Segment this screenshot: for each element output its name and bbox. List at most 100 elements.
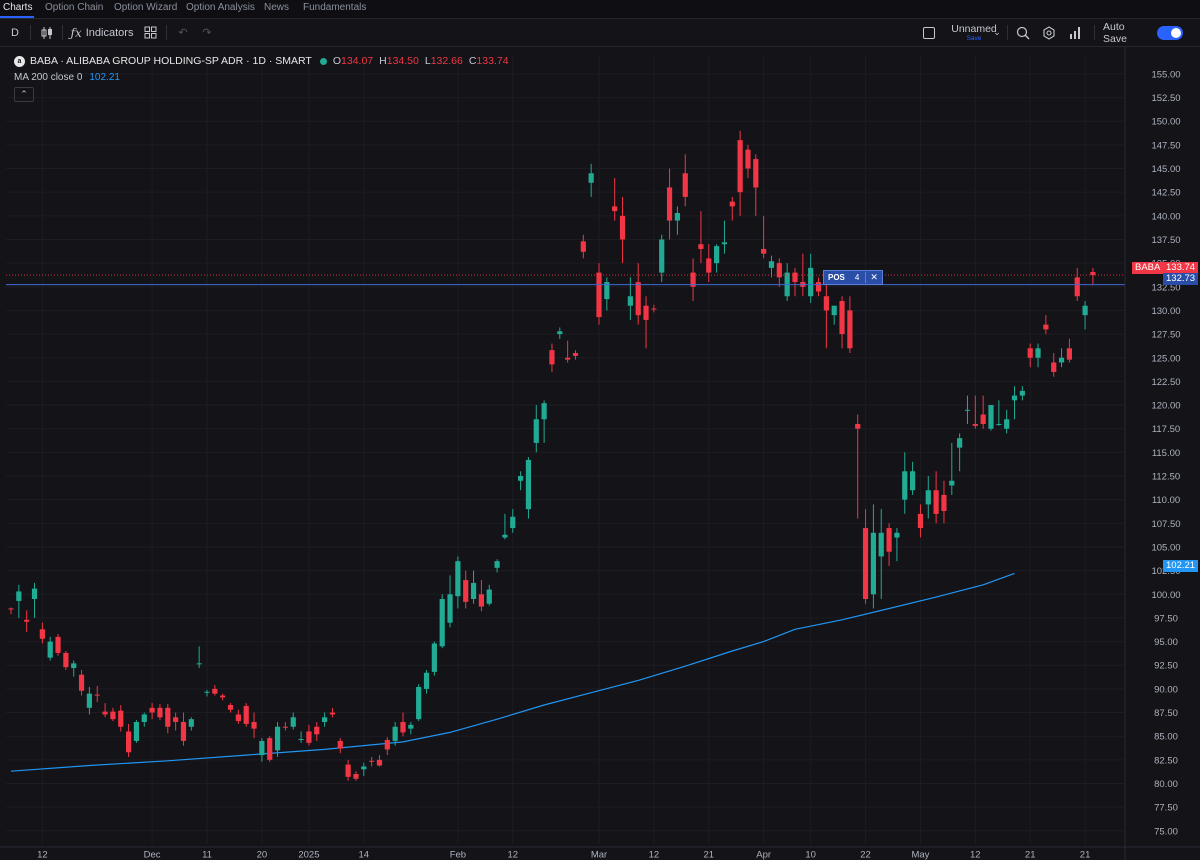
time-tick-label: Dec [144, 849, 161, 860]
candle-body [329, 712, 336, 715]
tab-option-wizard[interactable]: Option Wizard [114, 2, 178, 13]
toolbar-divider [1007, 25, 1008, 40]
candle [455, 556, 461, 609]
candle-body [619, 215, 626, 240]
position-close-icon[interactable]: ✕ [865, 272, 882, 283]
candle [282, 722, 288, 731]
candle-body [322, 717, 328, 723]
tab-charts[interactable]: Charts [3, 2, 33, 13]
toolbar-divider [30, 25, 31, 40]
price-tick-label: 107.50 [1151, 519, 1180, 530]
candle-body [282, 726, 288, 728]
candle [651, 304, 657, 313]
candle-body [16, 591, 22, 601]
time-tick-label: 21 [703, 849, 714, 860]
undo-icon[interactable]: ↶ [178, 27, 188, 39]
candle [690, 258, 696, 301]
candle [808, 253, 814, 303]
candle [839, 296, 845, 349]
candle [314, 722, 320, 741]
candle [431, 641, 437, 676]
interval-button[interactable]: D [11, 26, 19, 39]
layout-checkbox-icon[interactable] [920, 19, 938, 46]
candle [71, 660, 77, 677]
price-tick-label: 87.50 [1154, 708, 1178, 719]
tab-option-chain[interactable]: Option Chain [45, 2, 104, 13]
candle-body [1011, 395, 1018, 401]
candle [518, 471, 524, 491]
candle-body [698, 244, 704, 249]
collapse-legend-button[interactable]: ⌃ [14, 87, 34, 102]
candle [63, 651, 69, 670]
symbol-price-tag: BABA [1132, 262, 1164, 274]
candle-body [212, 688, 218, 694]
candle [322, 712, 328, 727]
price-tick-label: 152.50 [1151, 93, 1180, 104]
candle-body [423, 672, 430, 689]
candle-body [839, 300, 845, 335]
candle [745, 144, 751, 178]
candle [604, 277, 610, 311]
tab-fundamentals[interactable]: Fundamentals [303, 2, 367, 13]
position-widget[interactable]: POS 4 ✕ [823, 270, 883, 285]
price-tick-label: 117.50 [1152, 424, 1180, 435]
candle [855, 414, 861, 519]
candle-body [1090, 271, 1096, 276]
quick-search-icon[interactable] [1014, 19, 1032, 46]
candle-body [86, 693, 92, 708]
function-icon: ƒx [70, 25, 82, 40]
price-tick-label: 105.00 [1151, 542, 1180, 553]
candle [400, 712, 406, 737]
candle-body [510, 516, 516, 529]
candle-body [886, 528, 892, 552]
autosave-toggle[interactable] [1157, 26, 1183, 40]
ma200-line [10, 572, 1015, 772]
ma-label[interactable]: MA 200 close 0 [14, 71, 83, 83]
candle-body [1004, 419, 1010, 429]
chart-area[interactable]: 75.00 77.50 80.00 82.50 85.00 87.50 90.00 92.50… [0, 47, 1200, 860]
candle [784, 263, 790, 301]
candle-body [768, 261, 775, 268]
indicators-button[interactable]: ƒx Indicators [70, 19, 134, 46]
candle [1058, 348, 1065, 368]
candle [549, 343, 555, 372]
price-tick-label: 112.50 [1152, 472, 1180, 483]
candle-body [118, 710, 124, 727]
candle-body [24, 619, 30, 622]
price-tick-label: 75.00 [1154, 826, 1178, 837]
layouts-grid-icon[interactable] [141, 19, 159, 46]
candle-body [243, 705, 249, 724]
candle-body [941, 494, 947, 512]
candle [933, 471, 939, 524]
indicators-label: Indicators [85, 26, 134, 39]
low-label: L [424, 55, 431, 67]
tab-news[interactable]: News [264, 2, 290, 13]
time-tick-label: Mar [591, 849, 607, 860]
chevron-down-icon[interactable]: ⌄ [993, 27, 1001, 37]
candle [502, 513, 508, 540]
settings-gear-icon[interactable] [1040, 19, 1058, 46]
grid-lines [6, 55, 1125, 845]
candle-type-icon[interactable] [38, 19, 56, 46]
candle-body [353, 774, 359, 779]
symbol-title[interactable]: BABA · ALIBABA GROUP HOLDING-SP ADR · 1D… [30, 55, 312, 67]
tab-option-analysis[interactable]: Option Analysis [186, 2, 255, 13]
candle-body [925, 490, 931, 505]
candle [768, 255, 775, 278]
candle [392, 722, 398, 746]
candle [86, 687, 92, 715]
bar-chart-icon[interactable] [1066, 19, 1084, 46]
candle [227, 703, 234, 713]
redo-icon[interactable]: ↷ [202, 27, 212, 39]
candle [580, 234, 586, 259]
indicator-legend: MA 200 close 0 102.21 [14, 71, 120, 83]
candle [525, 457, 532, 519]
candle [306, 724, 312, 746]
candle [533, 405, 539, 453]
layout-name: Unnamed [951, 22, 997, 35]
price-tick-label: 97.50 [1154, 613, 1178, 624]
price-tick-label: 100.00 [1151, 590, 1180, 601]
time-tick-label: 21 [1080, 849, 1091, 860]
price-chart[interactable]: 75.00 77.50 80.00 82.50 85.00 87.50 90.00 92.50… [0, 47, 1200, 860]
layout-name-menu[interactable]: Unnamed Save [944, 19, 1004, 46]
